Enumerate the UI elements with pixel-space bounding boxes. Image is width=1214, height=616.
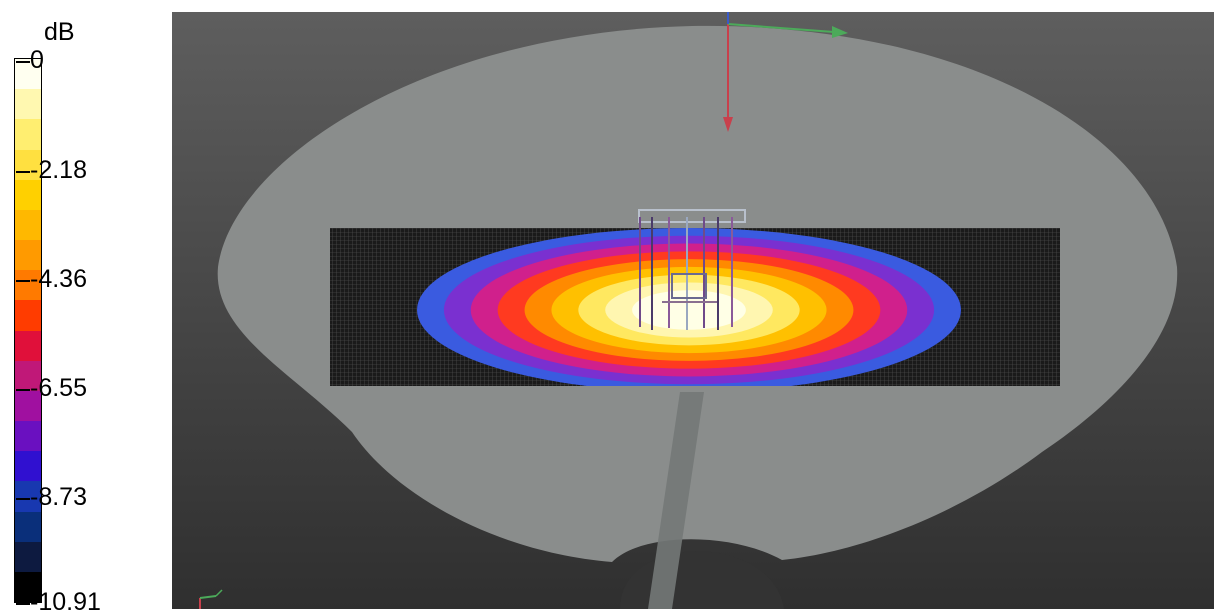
legend-swatch bbox=[15, 119, 41, 150]
field-contour-band bbox=[632, 290, 746, 330]
legend-tick-label: -10.91 bbox=[16, 588, 101, 616]
legend-tick-label: -8.73 bbox=[16, 483, 87, 511]
axes-gizmo bbox=[723, 12, 848, 132]
legend-tick-label: -6.55 bbox=[16, 374, 87, 402]
scene-canvas[interactable] bbox=[172, 12, 1214, 609]
legend-swatch bbox=[15, 270, 41, 301]
legend-swatch bbox=[15, 571, 41, 603]
antenna-model bbox=[638, 209, 746, 330]
colorbar-legend: dB 0 -2.18 -4.36 -6.55 -8.73 -10.91 bbox=[0, 0, 172, 615]
legend-swatch bbox=[15, 481, 41, 512]
legend-swatch bbox=[15, 360, 41, 391]
3d-viewport[interactable] bbox=[172, 12, 1214, 609]
legend-swatch bbox=[15, 209, 41, 241]
legend-swatch bbox=[15, 421, 41, 452]
legend-swatch bbox=[15, 179, 41, 210]
corner-axes-gizmo bbox=[199, 589, 223, 609]
legend-color-bar bbox=[14, 58, 42, 603]
legend-swatch bbox=[15, 89, 41, 120]
legend-tick-label: 0 bbox=[16, 46, 44, 74]
support-rod bbox=[648, 392, 704, 609]
legend-swatch bbox=[15, 240, 41, 271]
legend-swatch bbox=[15, 390, 41, 422]
legend-tick-label: -2.18 bbox=[16, 156, 87, 184]
legend-unit-label: dB bbox=[44, 18, 75, 46]
sar-field-contours bbox=[417, 228, 961, 386]
legend-swatch bbox=[15, 300, 41, 331]
legend-swatch bbox=[15, 149, 41, 180]
legend-swatch bbox=[15, 511, 41, 542]
legend-swatch bbox=[15, 59, 41, 90]
legend-swatch bbox=[15, 330, 41, 361]
legend-tick-label: -4.36 bbox=[16, 265, 87, 293]
phantom-cutout bbox=[620, 551, 784, 609]
legend-swatch bbox=[15, 451, 41, 482]
legend-swatch bbox=[15, 541, 41, 572]
